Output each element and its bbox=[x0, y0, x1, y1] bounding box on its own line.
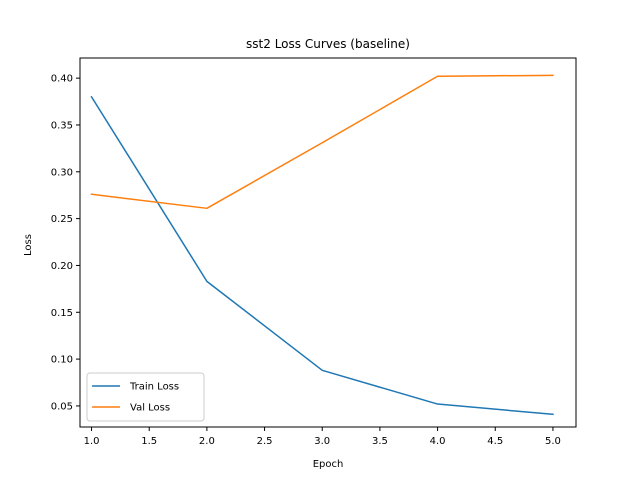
plot-frame bbox=[79, 57, 577, 428]
y-tick-label: 0.30 bbox=[51, 167, 73, 178]
x-tick-label: 1.5 bbox=[141, 436, 157, 447]
y-axis: 0.05 0.10 0.15 0.20 0.25 0.30 0.35 0.40 bbox=[51, 74, 80, 412]
x-tick-label: 5.0 bbox=[545, 436, 561, 447]
x-tick-label: 3.0 bbox=[314, 436, 330, 447]
legend-label: Train Loss bbox=[129, 382, 179, 393]
y-tick-label: 0.15 bbox=[51, 308, 73, 319]
series-line-train-loss bbox=[90, 95, 554, 416]
chart-title: sst2 Loss Curves (baseline) bbox=[246, 37, 410, 51]
x-axis-label: Epoch bbox=[313, 459, 344, 470]
y-tick-label: 0.05 bbox=[51, 401, 73, 412]
x-tick-label: 4.5 bbox=[487, 436, 503, 447]
x-axis: 1.0 1.5 2.0 2.5 3.0 3.5 4.0 4.5 5.0 bbox=[84, 427, 561, 447]
y-tick-label: 0.35 bbox=[51, 120, 73, 131]
y-tick-label: 0.20 bbox=[51, 261, 73, 272]
plot-area bbox=[90, 74, 554, 416]
legend: Train Loss Val Loss bbox=[86, 372, 205, 422]
x-tick-label: 2.0 bbox=[199, 436, 215, 447]
y-tick-label: 0.10 bbox=[51, 355, 73, 366]
x-tick-label: 2.5 bbox=[257, 436, 273, 447]
x-tick-label: 3.5 bbox=[372, 436, 388, 447]
series-line-val-loss bbox=[90, 74, 554, 210]
y-tick-label: 0.40 bbox=[51, 74, 73, 85]
y-axis-label: Loss bbox=[23, 234, 34, 256]
legend-label: Val Loss bbox=[130, 403, 170, 414]
x-tick-label: 1.0 bbox=[84, 436, 100, 447]
x-tick-label: 4.0 bbox=[430, 436, 446, 447]
y-tick-label: 0.25 bbox=[51, 214, 73, 225]
legend-box bbox=[86, 372, 205, 422]
